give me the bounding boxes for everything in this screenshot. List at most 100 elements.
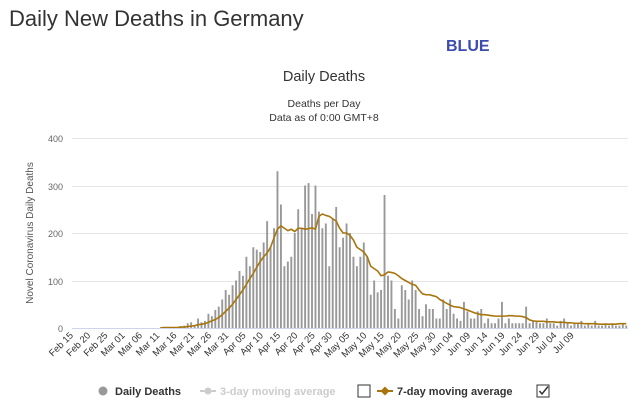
bar[interactable]	[304, 185, 307, 329]
bar[interactable]	[411, 280, 414, 329]
bar[interactable]	[269, 247, 272, 328]
bar[interactable]	[563, 318, 566, 329]
bar[interactable]	[307, 183, 310, 329]
bar[interactable]	[483, 323, 486, 328]
bar[interactable]	[245, 256, 248, 328]
bar[interactable]	[266, 221, 269, 329]
legend-item-7-day-average[interactable]: 7-day moving average	[377, 386, 513, 398]
bar[interactable]	[321, 228, 324, 328]
bar[interactable]	[425, 304, 427, 328]
bar[interactable]	[618, 325, 621, 329]
bar[interactable]	[338, 247, 341, 328]
bar[interactable]	[542, 323, 545, 328]
bar[interactable]	[442, 299, 445, 329]
bar[interactable]	[311, 214, 313, 328]
bar[interactable]	[549, 323, 552, 328]
bar[interactable]	[238, 271, 241, 328]
bar[interactable]	[228, 294, 231, 328]
bar[interactable]	[297, 209, 300, 328]
bar[interactable]	[570, 325, 572, 329]
bar[interactable]	[504, 323, 507, 328]
bar[interactable]	[383, 195, 386, 328]
bar[interactable]	[193, 325, 196, 329]
bar[interactable]	[566, 323, 569, 328]
bar[interactable]	[276, 171, 279, 328]
bar[interactable]	[459, 320, 462, 329]
bar[interactable]	[355, 266, 358, 328]
bar[interactable]	[580, 320, 583, 329]
bar[interactable]	[431, 309, 434, 328]
bar[interactable]	[286, 261, 289, 329]
bar[interactable]	[604, 323, 607, 328]
bar[interactable]	[556, 325, 559, 329]
bar[interactable]	[342, 237, 345, 328]
bar[interactable]	[587, 323, 590, 328]
bar[interactable]	[501, 301, 503, 329]
bar[interactable]	[528, 323, 531, 328]
bar[interactable]	[376, 292, 379, 329]
bar[interactable]	[438, 318, 441, 329]
bar[interactable]	[390, 280, 393, 329]
bar[interactable]	[532, 320, 534, 329]
bar[interactable]	[576, 323, 579, 328]
bar[interactable]	[494, 323, 496, 328]
bar[interactable]	[324, 223, 327, 329]
bar[interactable]	[317, 211, 320, 329]
bar[interactable]	[293, 233, 296, 328]
bar[interactable]	[359, 256, 362, 328]
bar[interactable]	[190, 322, 193, 328]
legend-checkbox-7-day[interactable]	[536, 384, 550, 398]
bar[interactable]	[487, 318, 490, 329]
bar[interactable]	[328, 266, 331, 328]
bar[interactable]	[259, 252, 262, 328]
bar[interactable]	[514, 323, 517, 328]
bar[interactable]	[207, 313, 210, 328]
seven-day-average-line[interactable]	[159, 213, 627, 329]
bar[interactable]	[279, 204, 282, 329]
bar[interactable]	[300, 228, 303, 328]
bar[interactable]	[418, 309, 421, 328]
bar[interactable]	[362, 242, 365, 329]
bar[interactable]	[273, 228, 275, 328]
bar[interactable]	[545, 318, 548, 329]
bar[interactable]	[469, 318, 472, 329]
bar[interactable]	[601, 325, 604, 329]
bar[interactable]	[476, 311, 479, 329]
bar[interactable]	[573, 323, 576, 328]
bar[interactable]	[262, 242, 265, 329]
bar[interactable]	[552, 323, 555, 328]
bar[interactable]	[252, 247, 255, 328]
bar[interactable]	[197, 318, 199, 329]
bar[interactable]	[590, 325, 593, 329]
bar[interactable]	[331, 218, 334, 328]
bar[interactable]	[625, 325, 628, 329]
bar[interactable]	[611, 323, 614, 328]
bar[interactable]	[449, 299, 452, 329]
bar[interactable]	[200, 322, 203, 328]
bar[interactable]	[466, 311, 469, 329]
bar[interactable]	[283, 266, 286, 328]
bar[interactable]	[407, 299, 410, 329]
bar[interactable]	[597, 325, 600, 329]
bar[interactable]	[452, 313, 455, 328]
bar[interactable]	[400, 285, 403, 328]
bar[interactable]	[235, 280, 237, 329]
bar[interactable]	[507, 318, 510, 329]
bar[interactable]	[314, 185, 317, 329]
bar[interactable]	[518, 323, 521, 328]
bar[interactable]	[248, 266, 251, 328]
bar[interactable]	[456, 318, 459, 329]
bar[interactable]	[621, 323, 624, 328]
bar[interactable]	[583, 325, 586, 329]
bar[interactable]	[186, 323, 189, 328]
bar[interactable]	[349, 233, 351, 328]
bar[interactable]	[538, 323, 541, 328]
bar[interactable]	[366, 256, 369, 328]
bar[interactable]	[231, 285, 234, 328]
bar[interactable]	[463, 301, 465, 329]
bar[interactable]	[428, 309, 431, 328]
bar[interactable]	[490, 323, 493, 328]
bar[interactable]	[614, 325, 617, 329]
bar[interactable]	[352, 256, 355, 328]
bar[interactable]	[393, 309, 396, 328]
